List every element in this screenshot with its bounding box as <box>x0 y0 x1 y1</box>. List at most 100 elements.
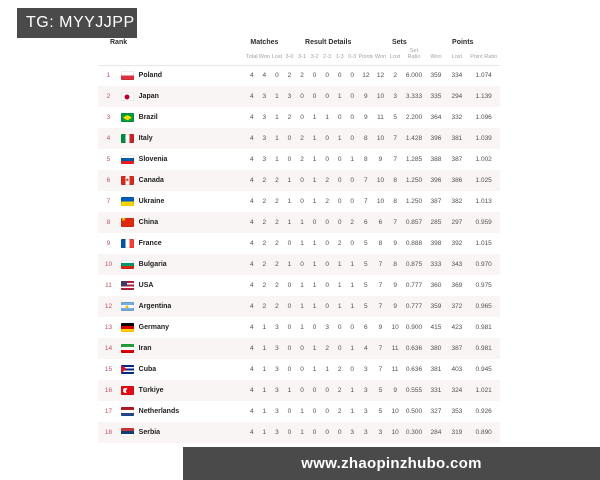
stat-cell: 1 <box>325 114 329 122</box>
stat-cell: 333 <box>430 261 442 269</box>
stat-cell: 360 <box>430 282 442 290</box>
team-flag-icon <box>120 302 134 312</box>
rank-cell: 14 <box>104 345 113 353</box>
stat-cell: 0 <box>312 72 317 80</box>
stat-cell: 3.333 <box>405 93 423 101</box>
stat-cell: 0 <box>350 114 355 122</box>
stat-cell: 1 <box>262 324 267 332</box>
standings-table-container: Rank Matches Result Details Sets Points Total… <box>98 36 500 444</box>
stat-cell: 0 <box>287 156 292 164</box>
team-name-cell: Bulgaria <box>138 261 167 269</box>
stat-cell: 1.428 <box>405 135 423 143</box>
stat-cell: 0.636 <box>405 345 423 353</box>
column-group-rank: Rank <box>110 39 128 46</box>
stat-cell: 2 <box>393 72 397 80</box>
watermark-text: www.zhaopinzhubo.com <box>301 455 482 472</box>
stat-cell: 387 <box>451 345 463 353</box>
flag-emblem: ★ <box>120 218 127 224</box>
stat-cell: 10 <box>376 93 385 101</box>
stat-cell: 2 <box>337 366 342 374</box>
stat-cell: 11 <box>391 345 399 353</box>
stat-cell: 3 <box>364 366 368 374</box>
stat-cell: 0 <box>325 72 329 80</box>
stat-cell: 5 <box>378 387 383 395</box>
tg-tag-text: TG: MYYJJPP <box>26 14 135 31</box>
stat-cell: 1 <box>300 429 304 437</box>
team-flag-icon <box>120 428 134 438</box>
standings-row: 2 Japan 4 3 1 3 0 0 0 1 0 9 10 3 3.333 335 294 1.139 <box>98 86 500 108</box>
stat-cell: 3 <box>364 387 368 395</box>
stat-cell: 1 <box>337 261 342 269</box>
stat-cell: 388 <box>430 156 442 164</box>
team-flag-cell: ★ <box>119 212 136 233</box>
stat-cell: 1 <box>262 366 267 374</box>
standings-row: 5 Slovenia 4 3 1 0 2 1 0 0 1 8 9 7 1.285 388 387 1.002 <box>98 149 500 170</box>
subheader-lost: Lost <box>387 48 403 66</box>
stat-cell: 2 <box>262 303 267 311</box>
stat-cell: 2 <box>275 303 279 311</box>
stat-cell: 0 <box>300 345 304 353</box>
subheader-points: Points <box>358 48 374 66</box>
team-flag-cell <box>119 149 136 170</box>
stat-cell: 6.000 <box>405 72 423 80</box>
rank-cell: 18 <box>104 429 113 437</box>
team-flag-cell <box>119 128 136 149</box>
stat-cell: 11 <box>391 366 399 374</box>
stat-cell: 396 <box>430 135 442 143</box>
team-flag-cell <box>119 296 136 317</box>
standings-row: 18 Serbia 4 1 3 0 1 0 0 0 3 3 3 10 0.300 284 319 0.890 <box>98 422 500 444</box>
stat-cell: 9 <box>393 387 397 395</box>
team-name-cell: Argentina <box>138 303 172 311</box>
team-name-cell: Iran <box>138 345 152 353</box>
team-flag-cell <box>119 317 136 338</box>
stat-cell: 1.139 <box>475 93 492 101</box>
stat-cell: 1 <box>312 303 317 311</box>
team-name-cell: Serbia <box>138 429 161 437</box>
stat-cell: 4 <box>250 345 254 353</box>
stat-cell: 3 <box>287 93 292 101</box>
stat-cell: 6 <box>378 219 383 227</box>
stat-cell: 1.025 <box>475 177 492 185</box>
stat-cell: 0.959 <box>475 219 492 227</box>
stat-cell: 0 <box>312 429 317 437</box>
stat-cell: 8 <box>393 198 397 206</box>
stat-cell: 2 <box>325 345 329 353</box>
stat-cell: 6 <box>364 324 368 332</box>
stat-cell: 3 <box>393 93 397 101</box>
stat-cell: 1 <box>350 261 355 269</box>
stat-cell: 4 <box>250 303 254 311</box>
stat-cell: 4 <box>262 72 267 80</box>
stat-cell: 1 <box>312 198 317 206</box>
stat-cell: 1 <box>350 387 355 395</box>
stat-cell: 9 <box>393 303 397 311</box>
stat-cell: 0 <box>312 219 317 227</box>
stat-cell: 332 <box>451 114 463 122</box>
stat-cell: 3 <box>275 324 279 332</box>
stat-cell: 1 <box>337 303 342 311</box>
stat-cell: 1 <box>325 366 329 374</box>
team-name-cell: Brazil <box>138 114 158 122</box>
team-flag-icon <box>120 386 134 396</box>
stat-cell: 4 <box>250 261 254 269</box>
stat-cell: 1 <box>350 156 355 164</box>
team-flag-cell <box>119 380 136 401</box>
stat-cell: 1 <box>312 240 317 248</box>
subheader-won: Won <box>258 48 271 66</box>
stat-cell: 386 <box>451 177 463 185</box>
stat-cell: 4 <box>250 387 254 395</box>
stat-cell: 0.945 <box>475 366 492 374</box>
team-flag-icon <box>120 113 134 123</box>
stat-cell: 334 <box>451 72 463 80</box>
team-flag-cell <box>119 191 136 212</box>
stat-cell: 381 <box>430 366 442 374</box>
team-flag-cell <box>119 86 136 107</box>
standings-row: 10 Bulgaria 4 2 2 1 0 1 0 1 1 5 7 8 0.875 333 343 0.970 <box>98 254 500 276</box>
flag-emblem <box>120 365 127 374</box>
stat-cell: 7 <box>364 177 368 185</box>
standings-row: 13 Germany 4 1 3 0 1 0 3 0 0 6 9 10 0.900 415 423 0.981 <box>98 317 500 338</box>
stat-cell: 0.875 <box>405 261 423 269</box>
stat-cell: 0 <box>325 303 329 311</box>
stat-cell: 9 <box>393 282 397 290</box>
stat-cell: 1.285 <box>405 156 423 164</box>
